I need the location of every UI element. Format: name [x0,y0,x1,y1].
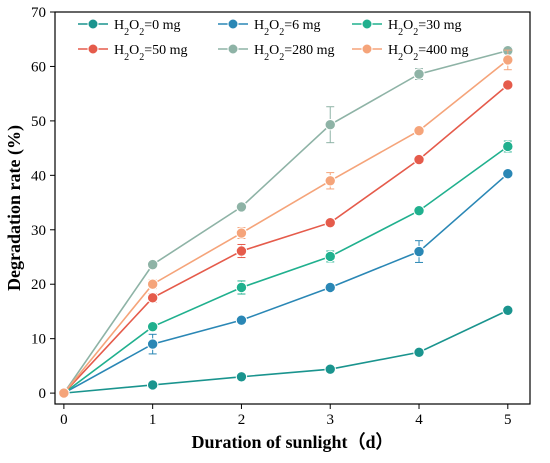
data-point [502,140,514,153]
x-axis-title: Duration of sunlight（d） [191,432,393,452]
data-point [413,346,425,358]
series-line [63,309,509,394]
data-point [324,363,336,375]
series-line [63,59,509,394]
data-point [235,201,248,213]
data-point [235,281,248,294]
data-point [413,245,425,258]
y-tick-label: 0 [39,386,47,402]
y-tick-label: 50 [31,114,46,130]
legend-marker [87,18,99,30]
data-point [502,79,514,91]
data-point [146,320,159,333]
series-0 [58,304,514,399]
data-point [502,54,514,66]
y-tick-label: 20 [31,277,46,293]
data-point [146,338,159,350]
series-3 [58,79,514,399]
data-point [235,314,248,326]
y-axis-title: Degradation rate (%) [4,125,25,291]
data-point [502,304,514,317]
legend-item-1: H2O2=6 mg [218,18,321,38]
series-line [63,145,509,394]
data-point [413,68,425,80]
legend-marker [361,43,373,55]
data-point [324,217,336,229]
y-tick-label: 60 [31,59,46,75]
data-point [324,175,336,187]
data-point [502,168,514,180]
legend-marker [227,18,239,30]
legend-marker [227,43,239,55]
data-point [324,281,336,294]
legend-label: H2O2=30 mg [388,18,462,38]
legend-item-4: H2O2=280 mg [218,43,335,63]
plot-frame [54,11,531,405]
data-point [413,124,425,137]
data-point [235,227,248,239]
data-point [235,245,248,257]
legend-marker [87,43,99,55]
series-line [63,49,509,394]
legend-marker [361,18,373,30]
data-point [58,387,70,399]
data-point [235,371,248,383]
x-tick-label: 5 [504,412,512,428]
legend-label: H2O2=0 mg [114,18,181,38]
x-tick-label: 2 [238,412,246,428]
data-point [324,250,336,263]
legend-item-3: H2O2=50 mg [78,43,188,63]
data-point [413,205,425,217]
x-tick-label: 0 [60,412,68,428]
legend-item-2: H2O2=30 mg [352,18,462,38]
data-point [324,119,336,131]
legend-item-5: H2O2=400 mg [352,43,469,63]
data-point [146,258,159,271]
data-point [146,292,159,304]
series-line [63,84,509,394]
y-tick-label: 30 [31,223,46,239]
legend-label: H2O2=280 mg [254,43,335,63]
series-line [63,173,509,394]
data-point [413,153,425,166]
data-point [146,379,159,391]
legend-label: H2O2=50 mg [114,43,188,63]
legend-item-0: H2O2=0 mg [78,18,181,38]
x-tick-label: 1 [149,412,157,428]
y-tick-label: 70 [31,5,46,21]
y-tick-label: 40 [31,168,46,184]
legend-label: H2O2=6 mg [254,18,321,38]
x-tick-label: 4 [415,412,423,428]
legend-label: H2O2=400 mg [388,43,469,63]
series-1 [58,168,514,399]
series-5 [58,49,514,399]
x-tick-label: 3 [326,412,334,428]
series-2 [58,140,514,399]
data-point [146,278,159,290]
y-tick-label: 10 [31,332,46,348]
